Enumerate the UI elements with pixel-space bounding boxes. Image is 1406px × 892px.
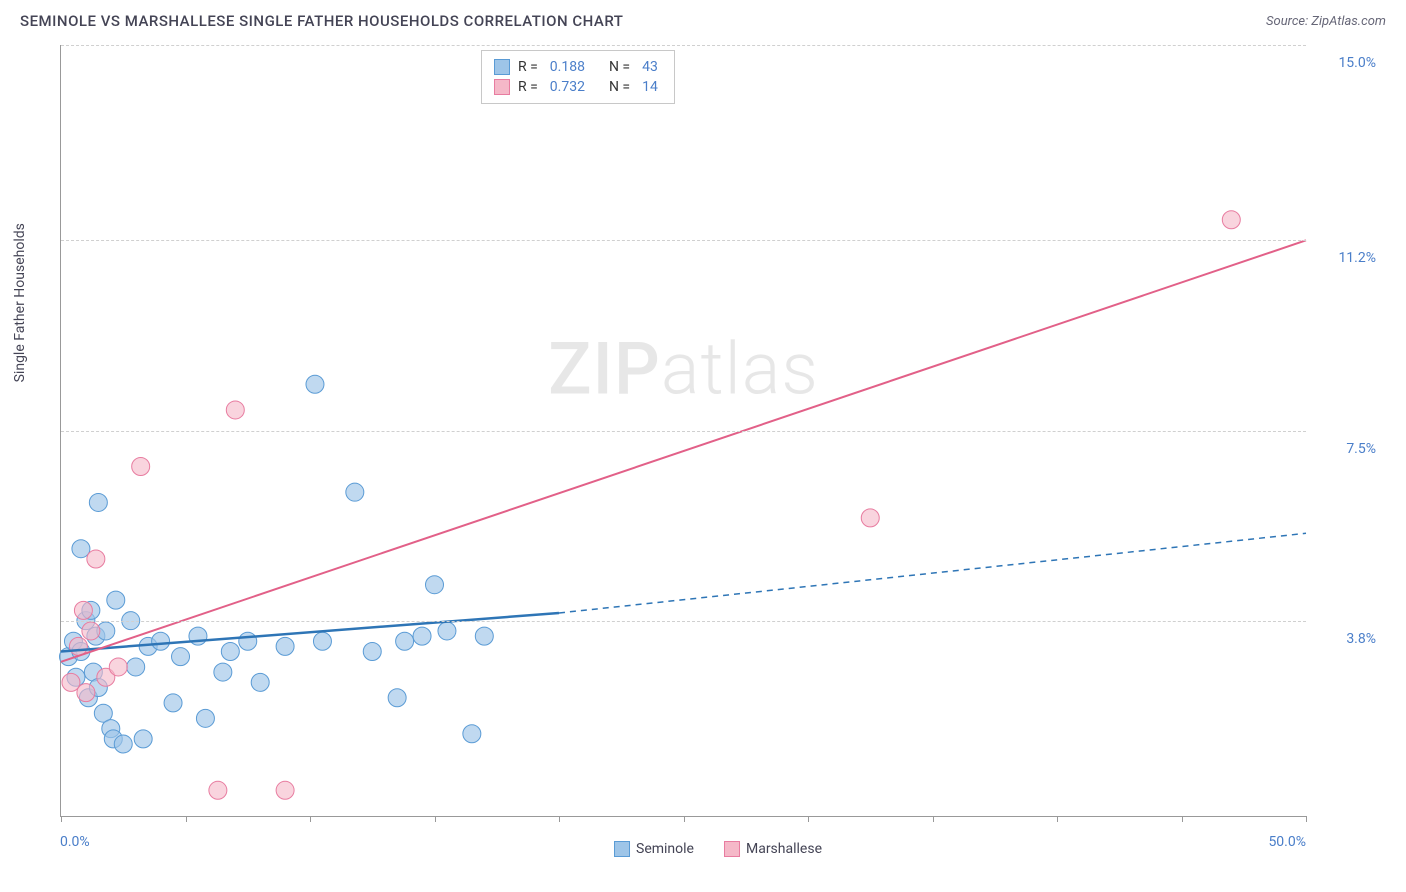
x-tick [435,816,436,822]
gridline [61,45,1306,46]
data-point [62,673,80,691]
data-point [127,658,145,676]
legend-label: Seminole [636,841,694,857]
data-point [172,648,190,666]
data-point [109,658,127,676]
x-tick [186,816,187,822]
r-label: R = [518,79,538,95]
legend-label: Marshallese [746,841,822,857]
x-tick [1306,816,1307,822]
n-label: N = [609,59,630,75]
data-point [132,457,150,475]
x-tick [61,816,62,822]
data-point [363,643,381,661]
data-point [313,632,331,650]
data-point [276,637,294,655]
stats-legend-row: R = 0.188 N = 43 [494,57,662,77]
legend-swatch [494,79,510,95]
data-point [164,694,182,712]
data-point [463,725,481,743]
y-tick-label: 15.0% [1338,55,1376,71]
source-attribution: Source: ZipAtlas.com [1266,14,1386,29]
x-tick [933,816,934,822]
x-tick [559,816,560,822]
data-point [475,627,493,645]
data-point [276,781,294,799]
x-min-label: 0.0% [60,834,90,850]
stats-legend-row: R = 0.732 N = 14 [494,77,662,97]
series-legend: Seminole Marshallese [614,841,822,857]
chart-container: Single Father Households ZIPatlas R =0.1… [50,45,1386,862]
n-label: N = [609,79,630,95]
legend-swatch [494,59,510,75]
data-point [861,509,879,527]
data-point [239,632,257,650]
x-tick [310,816,311,822]
r-value: 0.188 [550,59,585,75]
n-value: 43 [642,59,658,75]
x-tick [684,816,685,822]
data-point [114,735,132,753]
regression-line [61,240,1306,661]
data-point [89,493,107,511]
data-point [306,375,324,393]
y-tick-label: 7.5% [1346,441,1376,457]
x-tick [1182,816,1183,822]
r-value: 0.732 [550,79,585,95]
gridline [61,240,1306,241]
data-point [214,663,232,681]
plot-area: ZIPatlas R =0.188N =43R =0.732N =14 3.8%… [60,45,1306,817]
data-point [134,730,152,748]
data-point [152,632,170,650]
data-point [74,601,92,619]
chart-title: SEMINOLE VS MARSHALLESE SINGLE FATHER HO… [20,12,623,30]
legend-item: Marshallese [724,841,822,857]
data-point [72,540,90,558]
data-point [107,591,125,609]
legend-swatch [614,841,630,857]
gridline [61,431,1306,432]
data-point [196,709,214,727]
y-tick-label: 11.2% [1338,250,1376,266]
legend-item: Seminole [614,841,694,857]
data-point [346,483,364,501]
data-point [413,627,431,645]
data-point [69,637,87,655]
data-point [426,576,444,594]
data-point [209,781,227,799]
data-point [226,401,244,419]
x-tick [808,816,809,822]
data-point [396,632,414,650]
data-point [438,622,456,640]
x-max-label: 50.0% [1268,834,1306,850]
n-value: 14 [642,79,658,95]
x-tick [1057,816,1058,822]
data-point [251,673,269,691]
y-axis-label: Single Father Households [12,223,28,382]
r-label: R = [518,59,538,75]
regression-line-extrapolated [559,533,1306,613]
data-point [87,550,105,568]
data-point [82,622,100,640]
data-point [221,643,239,661]
y-tick-label: 3.8% [1346,631,1376,647]
gridline [61,621,1306,622]
stats-legend: R = 0.188 N = 43 R = 0.732 N = 14 [481,50,675,104]
data-point [388,689,406,707]
legend-swatch [724,841,740,857]
data-point [1222,211,1240,229]
data-point [77,684,95,702]
